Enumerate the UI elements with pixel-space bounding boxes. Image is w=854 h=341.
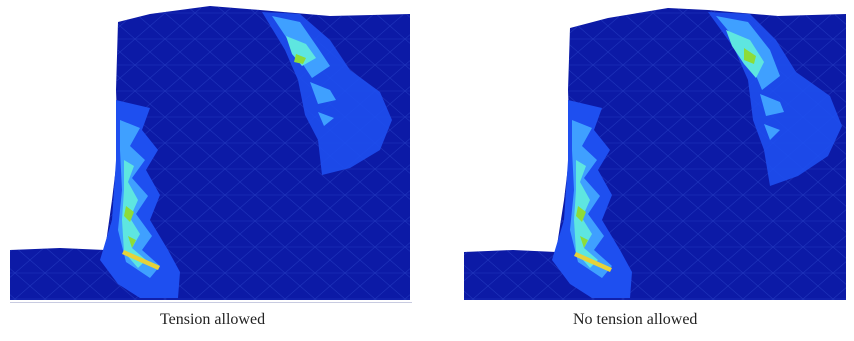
contour-wall-high: [574, 160, 598, 268]
contour-wall-high: [122, 160, 146, 268]
fe-contour-plot-left: [10, 6, 410, 300]
contour-max-line: [574, 252, 612, 272]
panel-baseline: [10, 302, 412, 303]
contour-plume-high: [286, 36, 316, 66]
contour-plume-peak: [294, 54, 306, 64]
contour-max-line: [122, 250, 160, 270]
fe-contour-plot-right: [464, 8, 846, 300]
caption-no-tension-allowed: No tension allowed: [573, 311, 698, 328]
caption-tension-allowed: Tension allowed: [160, 311, 266, 328]
contour-plume-peak: [744, 48, 756, 64]
panel-no-tension-allowed: No tension allowed: [458, 0, 854, 341]
panel-tension-allowed: Tension allowed: [0, 0, 420, 341]
